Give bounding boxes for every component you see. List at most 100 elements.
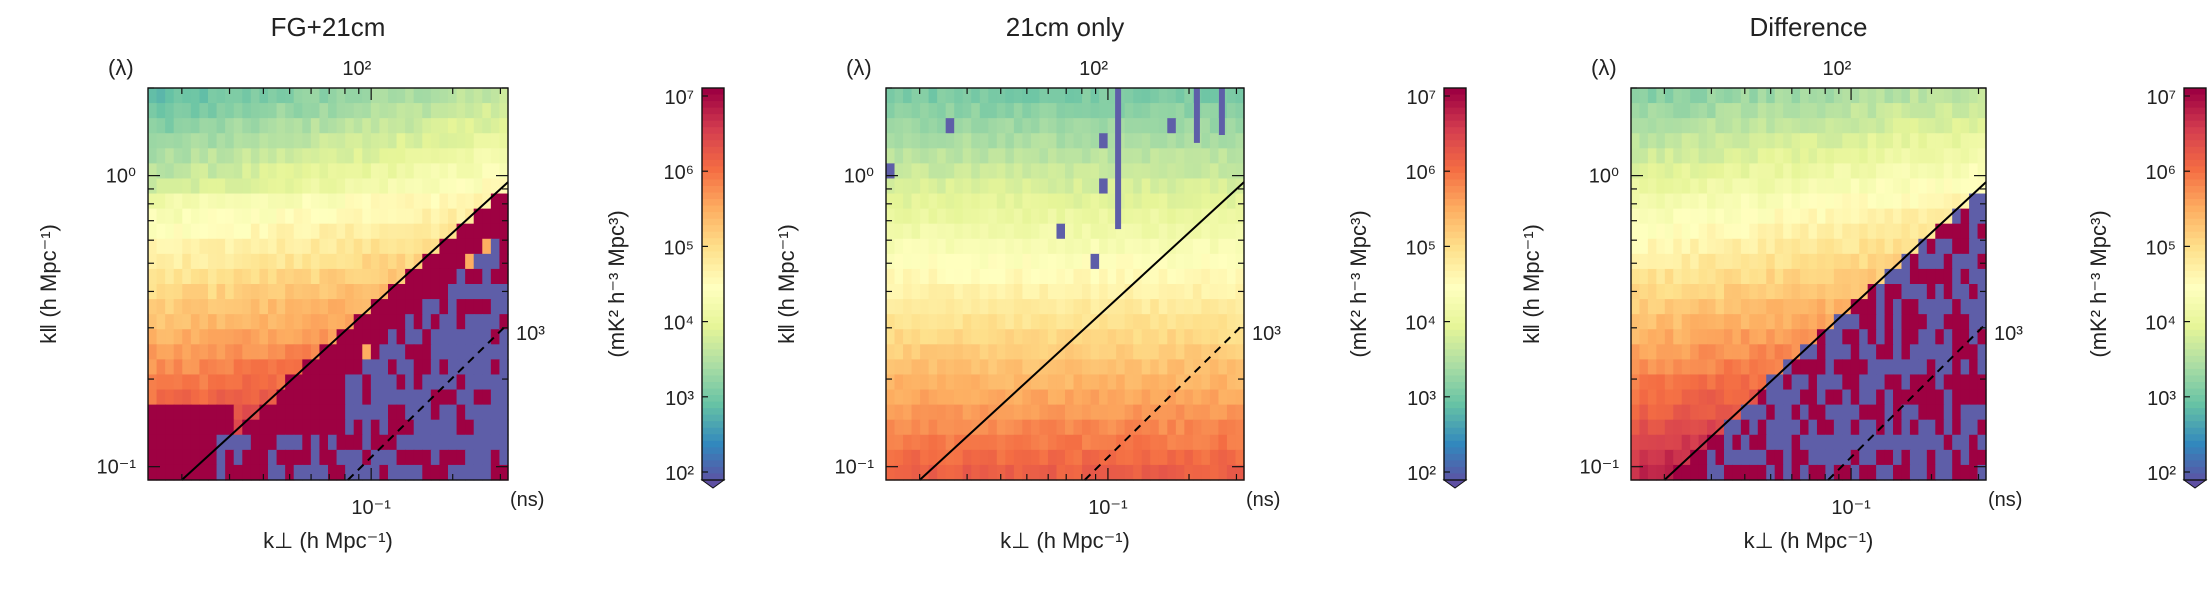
- heatmap-cell: [225, 133, 235, 149]
- colorbar-segment: [702, 212, 724, 220]
- heatmap-cell: [1656, 299, 1666, 315]
- heatmap-cell: [1707, 268, 1717, 285]
- heatmap-cell: [225, 344, 235, 360]
- heatmap-cell: [473, 193, 483, 210]
- heatmap-cell: [388, 374, 398, 391]
- heatmap-cell: [1698, 103, 1708, 119]
- heatmap-cell: [1901, 238, 1911, 255]
- heatmap-cell: [456, 344, 466, 360]
- heatmap-cell: [1740, 449, 1750, 466]
- heatmap-cell: [1175, 148, 1185, 164]
- heatmap-cell: [1090, 223, 1100, 240]
- heatmap-cell: [1698, 208, 1708, 225]
- heatmap-cell: [276, 344, 286, 360]
- heatmap-cell: [945, 193, 955, 210]
- heatmap-cell: [1030, 163, 1041, 180]
- heatmap-cell: [1723, 299, 1734, 315]
- heatmap-cell: [182, 178, 192, 195]
- colorbar-segment: [1444, 303, 1466, 311]
- heatmap-cell: [1850, 238, 1860, 255]
- heatmap-cell: [1209, 103, 1220, 119]
- y-axis-label: k‖ (h Mpc⁻¹): [36, 224, 61, 344]
- heatmap-cell: [396, 434, 406, 451]
- heatmap-cell: [1184, 299, 1194, 315]
- heatmap-cell: [490, 449, 501, 466]
- heatmap-cell: [285, 434, 295, 451]
- heatmap-cell: [1749, 268, 1759, 285]
- heatmap-cell: [1167, 404, 1177, 421]
- heatmap-cell: [156, 374, 166, 391]
- heatmap-cell: [1047, 103, 1058, 119]
- heatmap-cell: [1935, 178, 1945, 195]
- heatmap-cell: [499, 314, 509, 330]
- heatmap-cell: [1715, 464, 1725, 481]
- heatmap-cell: [1816, 238, 1826, 255]
- heatmap-cell: [465, 193, 475, 210]
- heatmap-cell: [1791, 178, 1801, 195]
- heatmap-cell: [379, 404, 389, 421]
- heatmap-cell: [1235, 118, 1245, 134]
- heatmap-cell: [903, 208, 913, 225]
- heatmap-cell: [1876, 178, 1886, 195]
- heatmap-cell: [1977, 163, 1987, 180]
- heatmap-cell: [302, 449, 312, 466]
- heatmap-cell: [1022, 253, 1032, 270]
- heatmap-cell: [379, 208, 389, 225]
- heatmap-cell: [1901, 193, 1911, 210]
- colorbar-segment: [1444, 212, 1466, 220]
- heatmap-cell: [465, 148, 475, 164]
- heatmap-cell: [388, 178, 398, 195]
- heatmap-cell: [285, 148, 295, 164]
- heatmap-cell: [1842, 118, 1852, 134]
- heatmap-cell: [1158, 103, 1168, 119]
- heatmap-cell: [1184, 434, 1194, 451]
- heatmap-cell: [499, 148, 509, 164]
- heatmap-cell: [1800, 133, 1810, 149]
- heatmap-cell: [336, 103, 346, 119]
- heatmap-cell: [1209, 284, 1220, 300]
- heatmap-cell: [903, 193, 913, 210]
- heatmap-cell: [439, 464, 449, 481]
- heatmap-cell: [422, 238, 432, 255]
- heatmap-cell: [1723, 344, 1734, 360]
- heatmap-cell: [962, 148, 972, 164]
- heatmap-cell: [156, 404, 166, 421]
- heatmap-cell: [190, 314, 201, 330]
- heatmap-cell: [250, 163, 261, 180]
- heatmap-cell: [165, 329, 175, 345]
- heatmap-cell: [388, 449, 398, 466]
- heatmap-cell: [456, 118, 466, 134]
- heatmap-cell: [971, 178, 981, 195]
- heatmap-cell: [156, 268, 166, 285]
- heatmap-cell: [1656, 103, 1666, 119]
- heatmap-cell: [1715, 253, 1725, 270]
- heatmap-cell: [1935, 284, 1945, 300]
- heatmap-cell: [988, 88, 998, 104]
- heatmap-cell: [430, 133, 441, 149]
- colorbar-segment: [702, 329, 724, 337]
- heatmap-cell: [1876, 118, 1886, 134]
- heatmap-cell: [911, 329, 921, 345]
- heatmap-cell: [1150, 103, 1160, 119]
- heatmap-cell: [259, 178, 269, 195]
- heatmap-cell: [268, 133, 278, 149]
- heatmap-cell: [293, 344, 303, 360]
- heatmap-cell: [1732, 449, 1742, 466]
- heatmap-cell: [370, 118, 381, 134]
- heatmap-cell: [988, 284, 998, 300]
- heatmap-cell: [490, 133, 501, 149]
- colorbar-label: (mK² h⁻³ Mpc³): [604, 210, 629, 357]
- heatmap-cell: [1960, 419, 1970, 436]
- colorbar-segment: [2184, 127, 2206, 135]
- heatmap-cell: [954, 268, 964, 285]
- colorbar-segment: [1444, 447, 1466, 455]
- heatmap-cell: [1842, 193, 1852, 210]
- heatmap-cell: [345, 419, 355, 436]
- heatmap-cell: [448, 299, 458, 315]
- heatmap-cell: [1201, 88, 1211, 104]
- heatmap-cell: [979, 88, 989, 104]
- heatmap-cell: [1723, 419, 1734, 436]
- heatmap-cell: [894, 419, 904, 436]
- right-axis-label: (ns): [510, 489, 544, 511]
- heatmap-cell: [1935, 449, 1945, 466]
